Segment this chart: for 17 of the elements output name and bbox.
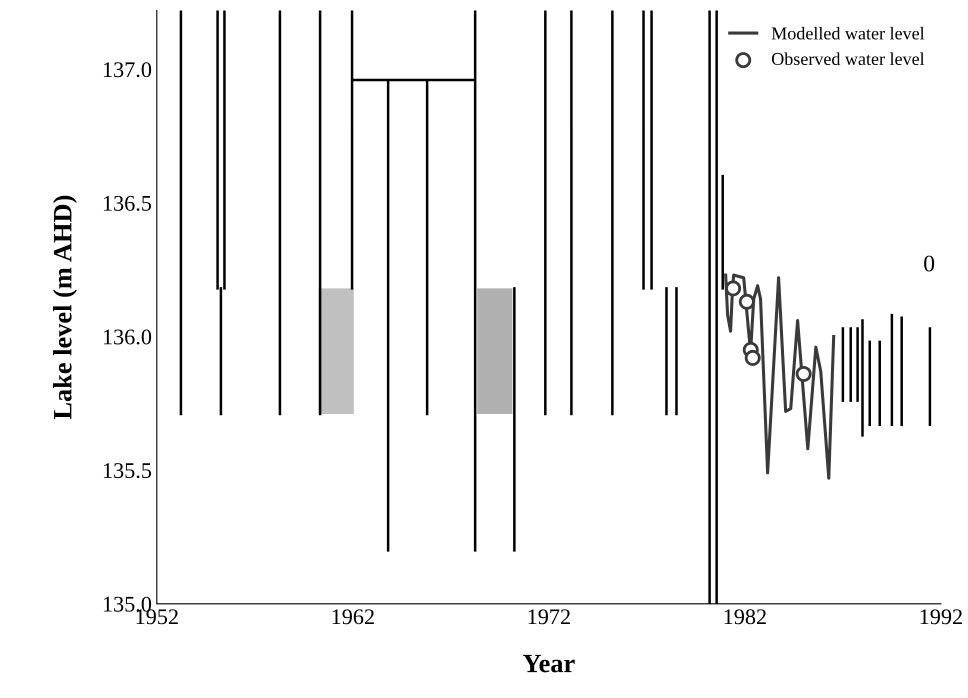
legend-label: Modelled water level <box>772 26 924 40</box>
x-tick-label: 1992 <box>920 609 962 624</box>
x-tick-label: 1972 <box>528 609 570 624</box>
x-tick-label: 1982 <box>724 609 766 624</box>
x-tick-label: 1962 <box>332 609 374 624</box>
y-tick-label: 135.5 <box>104 463 152 478</box>
x-axis-title: Year <box>522 654 575 672</box>
y-tick-label: 136.5 <box>104 196 152 211</box>
point <box>796 366 812 382</box>
line-series <box>724 274 836 480</box>
point <box>744 350 761 366</box>
point <box>738 294 755 310</box>
legend-label: Observed water level <box>772 52 924 66</box>
annotation: 0 <box>924 256 934 272</box>
y-tick-label: 137.0 <box>104 62 152 78</box>
y-axis-title: Lake level (m AHD) <box>53 196 77 420</box>
y-tick-label: 136.0 <box>104 329 152 345</box>
